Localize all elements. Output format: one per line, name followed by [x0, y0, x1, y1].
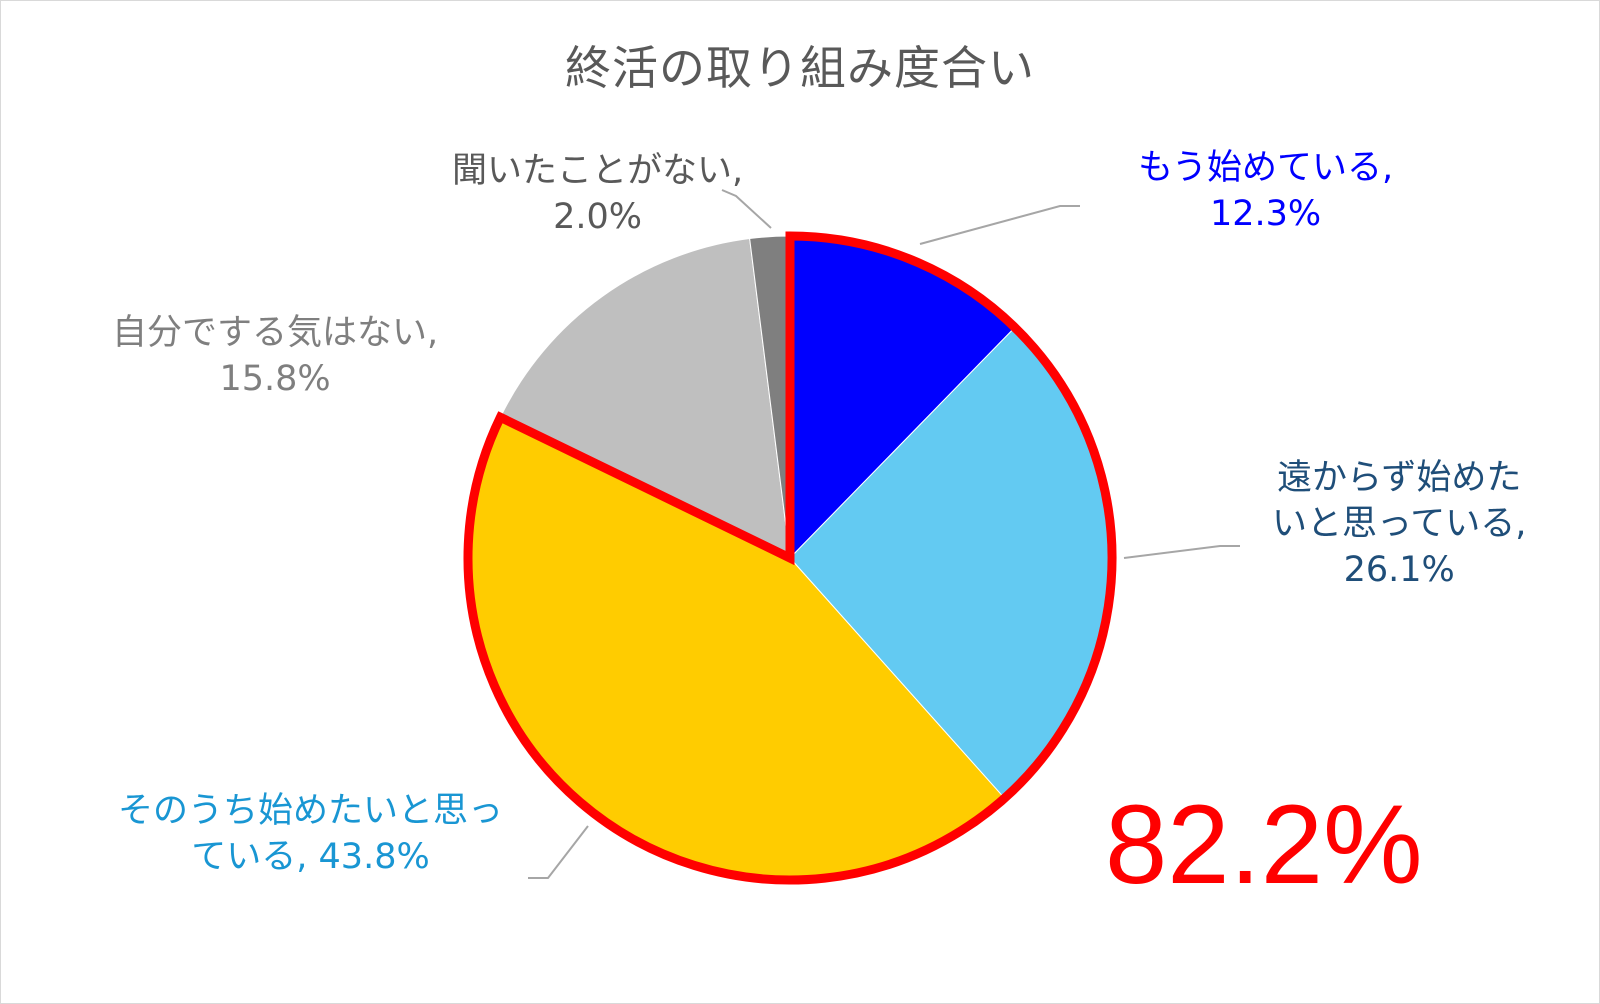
leader-line-someday	[528, 825, 589, 879]
chart-title: 終活の取り組み度合い	[565, 41, 1035, 95]
slice-label-never-heard: 聞いたことがない, 2.0%	[452, 151, 744, 237]
highlight-outline	[463, 231, 1117, 885]
pie-slice-no-intention	[499, 237, 791, 559]
slice-label-someday: そのうち始めたいと思っ ている, 43.8%	[118, 791, 504, 877]
leader-line-never-heard	[721, 189, 772, 229]
leader-line-already-started	[919, 205, 1080, 245]
slice-label-no-intention: 自分でする気はない, 15.8%	[112, 313, 439, 399]
highlight-total: 82.2%	[1105, 782, 1423, 907]
leader-line-soon	[1123, 545, 1240, 559]
slice-label-already-started: もう始めている, 12.3%	[1138, 148, 1394, 234]
pie-slices	[467, 235, 1113, 881]
highlight-outline-path	[463, 231, 1117, 885]
slice-label-soon: 遠からず始めた いと思っている, 26.1%	[1272, 458, 1527, 590]
leader-lines	[528, 189, 1240, 879]
